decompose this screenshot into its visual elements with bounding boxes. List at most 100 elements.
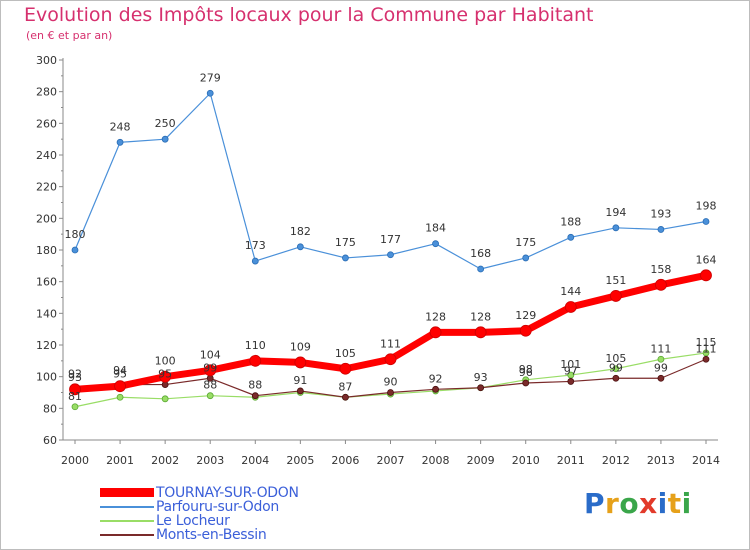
data-label: 94 [113, 364, 127, 377]
data-point [609, 290, 622, 302]
data-label: 92 [429, 372, 443, 385]
data-point [657, 226, 665, 233]
data-label: 100 [155, 355, 176, 368]
data-label: 99 [654, 361, 668, 374]
y-tick-label: 220 [36, 181, 57, 194]
data-label: 144 [560, 285, 581, 298]
data-point [114, 380, 126, 393]
data-label: 90 [384, 376, 398, 389]
data-point [206, 89, 214, 97]
series-layer [69, 89, 712, 411]
data-point [700, 269, 712, 282]
legend-swatch [100, 506, 154, 508]
data-label: 93 [474, 371, 488, 384]
y-tick-label: 60 [43, 434, 57, 447]
data-point [296, 387, 304, 395]
data-label: 129 [515, 309, 536, 322]
logo-letter: o [619, 487, 640, 520]
data-point [384, 353, 397, 366]
data-point [251, 257, 259, 265]
data-point [294, 356, 307, 369]
data-label: 115 [696, 336, 717, 349]
x-tick-label: 2012 [602, 454, 630, 467]
data-label: 109 [290, 340, 311, 353]
y-tick-label: 180 [36, 244, 57, 257]
y-tick-label: 100 [36, 371, 57, 384]
data-point [296, 243, 304, 251]
data-label: 128 [470, 310, 491, 323]
data-point [474, 326, 487, 339]
x-tick-label: 2008 [422, 454, 450, 467]
data-label: 175 [515, 236, 536, 249]
x-tick-label: 2007 [377, 454, 405, 467]
data-label: 95 [113, 368, 127, 381]
data-point [519, 324, 532, 337]
x-tick-label: 2002 [151, 454, 179, 467]
x-tick-label: 2010 [512, 454, 540, 467]
x-tick-label: 2005 [286, 454, 314, 467]
chart-subtitle: (en € et par an) [26, 29, 113, 42]
logo-letter: P [584, 487, 606, 520]
data-label: 158 [650, 263, 671, 276]
data-point [477, 384, 485, 392]
logo-letter: i [681, 487, 692, 520]
data-label: 87 [338, 380, 352, 393]
data-point [612, 374, 620, 382]
data-point [655, 278, 667, 291]
legend-label: Parfouru-sur-Odon [156, 499, 279, 515]
data-point [522, 379, 530, 387]
y-tick-label: 200 [36, 212, 57, 225]
y-tick-label: 80 [43, 402, 57, 415]
data-label: 151 [605, 274, 626, 287]
data-label: 93 [68, 371, 82, 384]
data-point [204, 364, 217, 377]
data-label: 188 [560, 215, 581, 228]
data-label: 97 [564, 364, 578, 377]
data-label: 91 [293, 374, 307, 387]
x-tick-label: 2013 [647, 454, 675, 467]
data-label: 104 [200, 348, 221, 361]
legend-label: Le Locheur [156, 513, 230, 529]
y-tick-label: 140 [36, 307, 57, 320]
data-point [567, 378, 575, 385]
data-point [116, 393, 124, 401]
x-tick-label: 2014 [692, 454, 720, 467]
data-point [432, 240, 439, 248]
data-point [522, 254, 530, 262]
legend-swatch [100, 534, 154, 536]
proxiti-logo: Proxiti [584, 487, 692, 520]
data-point [71, 246, 79, 254]
data-point [702, 218, 710, 225]
data-label: 96 [519, 366, 533, 379]
data-label: 177 [380, 233, 401, 246]
data-label: 111 [696, 342, 717, 355]
data-label: 128 [425, 310, 446, 323]
legend-swatch [100, 520, 154, 522]
x-tick-label: 2004 [241, 454, 269, 467]
data-point [612, 224, 620, 232]
data-point [342, 393, 349, 401]
data-label: 194 [605, 206, 626, 219]
data-label: 164 [696, 253, 717, 266]
data-label: 95 [158, 368, 172, 381]
data-point [206, 392, 214, 400]
data-point [71, 403, 79, 411]
data-label: 105 [335, 347, 356, 360]
legend-swatch [100, 488, 154, 497]
data-label: 248 [110, 120, 131, 133]
data-label: 180 [65, 228, 86, 241]
data-point [429, 326, 442, 339]
data-label: 198 [696, 200, 717, 213]
data-point [657, 374, 665, 382]
data-point [342, 254, 349, 262]
data-point [159, 370, 172, 383]
data-label: 99 [609, 361, 623, 374]
data-label: 111 [650, 342, 671, 355]
data-point [161, 395, 169, 403]
data-point [69, 383, 81, 396]
data-label: 101 [560, 358, 581, 371]
x-tick-label: 2003 [196, 454, 224, 467]
x-tick-label: 2006 [331, 454, 359, 467]
data-point [251, 392, 259, 400]
